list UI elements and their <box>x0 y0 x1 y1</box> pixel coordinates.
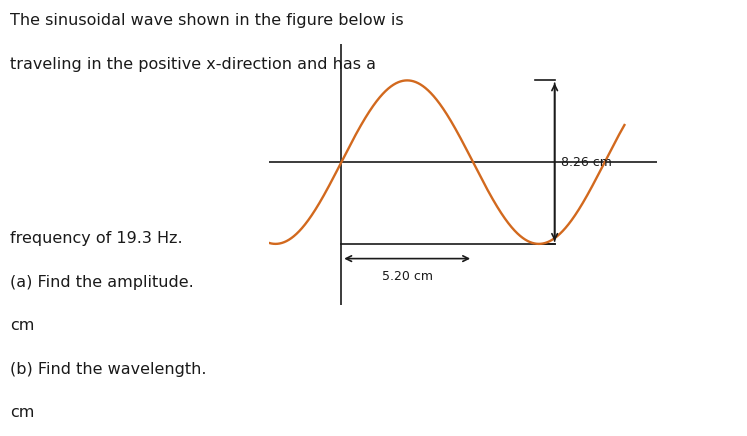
Text: 5.20 cm: 5.20 cm <box>382 270 433 283</box>
Text: 8.26 cm: 8.26 cm <box>561 156 612 169</box>
Text: cm: cm <box>10 318 34 333</box>
Text: frequency of 19.3 Hz.: frequency of 19.3 Hz. <box>10 231 182 246</box>
Text: traveling in the positive x-direction and has a: traveling in the positive x-direction an… <box>10 57 376 72</box>
Text: (a) Find the amplitude.: (a) Find the amplitude. <box>10 275 193 290</box>
Text: The sinusoidal wave shown in the figure below is: The sinusoidal wave shown in the figure … <box>10 13 403 28</box>
Text: cm: cm <box>10 405 34 420</box>
Text: (b) Find the wavelength.: (b) Find the wavelength. <box>10 362 206 377</box>
